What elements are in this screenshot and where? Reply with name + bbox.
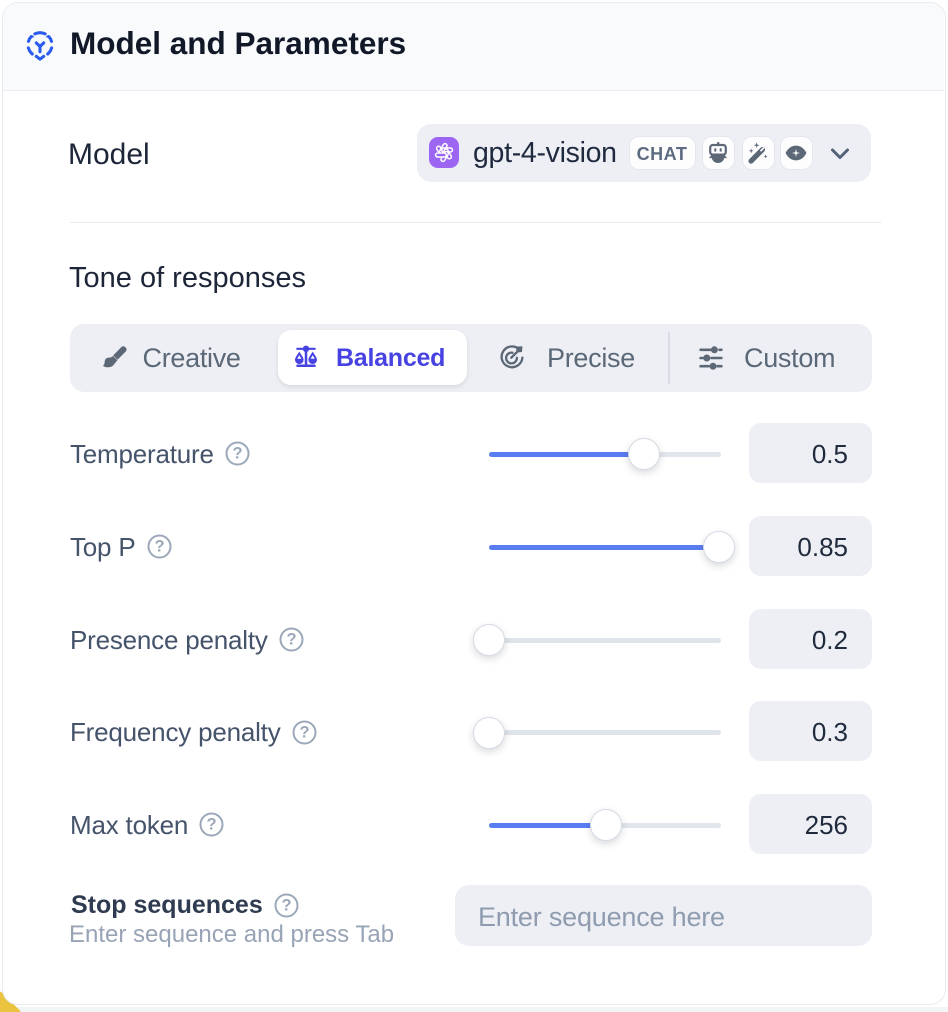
svg-text:?: ?: [299, 723, 309, 741]
svg-text:?: ?: [281, 896, 291, 914]
svg-text:?: ?: [286, 630, 296, 648]
svg-text:?: ?: [207, 815, 217, 833]
svg-text:?: ?: [154, 537, 164, 555]
svg-text:?: ?: [232, 444, 242, 462]
